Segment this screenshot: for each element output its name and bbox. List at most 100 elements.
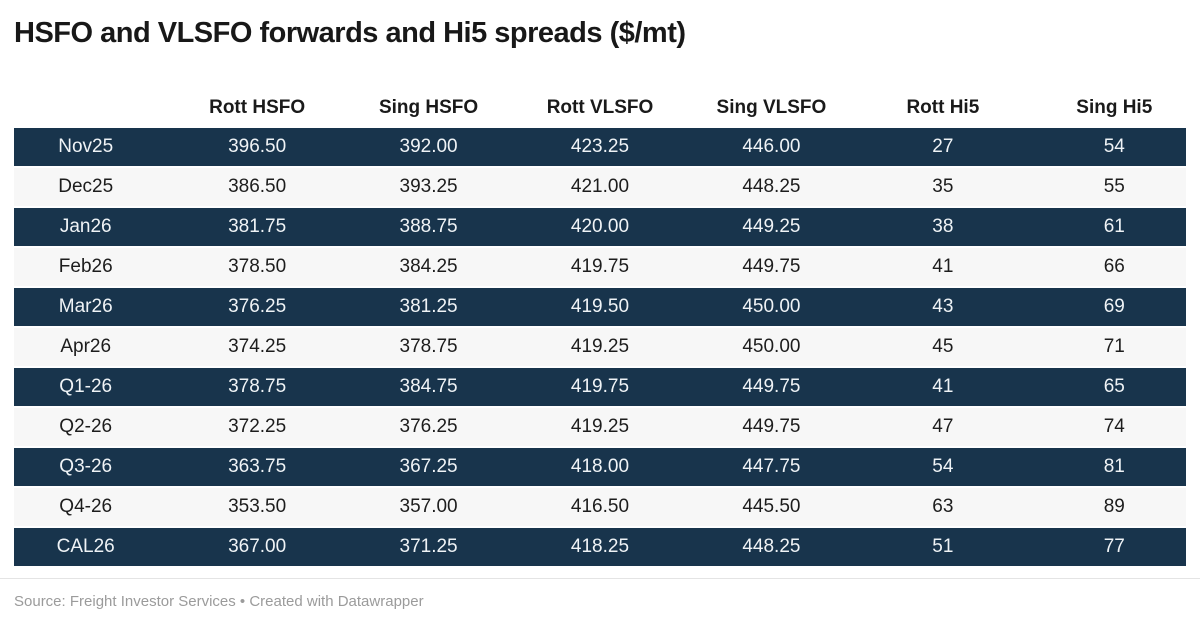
row-label-cell: Apr26: [60, 336, 112, 357]
value-cell: 419.75: [570, 256, 630, 277]
value-cell: 416.50: [570, 496, 630, 517]
table-row: Feb26 378.50 384.25 419.75 449.75 41 66: [14, 248, 1186, 286]
value-cell: 367.00: [228, 536, 287, 557]
table-row-cells: Q1-26 378.75 384.75 419.75 449.75 41 65: [0, 368, 1200, 406]
value-cell: 371.25: [399, 536, 458, 557]
table-row-cells: Nov25 396.50 392.00 423.25 446.00 27 54: [0, 128, 1200, 166]
column-header-rott-hi5: Rott Hi5: [906, 97, 980, 118]
value-cell: 419.50: [570, 296, 630, 317]
value-cell: 65: [1103, 376, 1125, 397]
value-cell: 66: [1103, 256, 1125, 277]
value-cell: 384.25: [399, 256, 458, 277]
table-row-cells: Q2-26 372.25 376.25 419.25 449.75 47 74: [0, 408, 1200, 446]
table-row: Q2-26 372.25 376.25 419.25 449.75 47 74: [14, 408, 1186, 446]
column-header-rott-hsfo: Rott HSFO: [209, 97, 306, 118]
footer-divider: [0, 578, 1200, 579]
value-cell: 35: [932, 176, 954, 197]
table-row: CAL26 367.00 371.25 418.25 448.25 51 77: [14, 528, 1186, 566]
value-cell: 419.25: [570, 336, 630, 357]
value-cell: 74: [1103, 416, 1125, 437]
value-cell: 71: [1103, 336, 1125, 357]
table-row-cells: CAL26 367.00 371.25 418.25 448.25 51 77: [0, 528, 1200, 566]
value-cell: 449.75: [742, 416, 801, 437]
row-label-cell: Q4-26: [59, 496, 113, 517]
value-cell: 47: [932, 416, 954, 437]
table-row: Apr26 374.25 378.75 419.25 450.00 45 71: [14, 328, 1186, 366]
value-cell: 419.75: [570, 376, 630, 397]
table-row: Dec25 386.50 393.25 421.00 448.25 35 55: [14, 168, 1186, 206]
table-header-row: Rott HSFO Sing HSFO Rott VLSFO Sing VLSFO Ro…: [0, 88, 1200, 128]
row-label-cell: Q2-26: [59, 416, 113, 437]
table-row: Nov25 396.50 392.00 423.25 446.00 27 54: [14, 128, 1186, 166]
value-cell: 381.25: [399, 296, 458, 317]
value-cell: 63: [932, 496, 954, 517]
value-cell: 418.00: [570, 456, 630, 477]
value-cell: 450.00: [742, 296, 801, 317]
value-cell: 386.50: [228, 176, 287, 197]
table-row: Jan26 381.75 388.75 420.00 449.25 38 61: [14, 208, 1186, 246]
value-cell: 388.75: [399, 216, 458, 237]
value-cell: 420.00: [570, 216, 630, 237]
table-row: Q4-26 353.50 357.00 416.50 445.50 63 89: [14, 488, 1186, 526]
row-label-cell: Q1-26: [59, 376, 113, 397]
column-header-sing-hi5: Sing Hi5: [1076, 97, 1153, 118]
value-cell: 41: [932, 256, 954, 277]
column-header-sing-vlsfo: Sing VLSFO: [716, 97, 827, 118]
value-cell: 378.50: [228, 256, 287, 277]
value-cell: 61: [1103, 216, 1125, 237]
value-cell: 55: [1103, 176, 1125, 197]
table-row: Q3-26 363.75 367.25 418.00 447.75 54 81: [14, 448, 1186, 486]
value-cell: 423.25: [570, 136, 630, 157]
value-cell: 448.25: [742, 176, 801, 197]
value-cell: 43: [932, 296, 954, 317]
value-cell: 54: [1103, 136, 1125, 157]
value-cell: 378.75: [399, 336, 458, 357]
value-cell: 54: [932, 456, 954, 477]
value-cell: 376.25: [399, 416, 458, 437]
table-row-cells: Feb26 378.50 384.25 419.75 449.75 41 66: [0, 248, 1200, 286]
table-row: Q1-26 378.75 384.75 419.75 449.75 41 65: [14, 368, 1186, 406]
value-cell: 45: [932, 336, 954, 357]
row-label-cell: CAL26: [56, 536, 115, 557]
table-body: Nov25 396.50 392.00 423.25 446.00 27 54 Dec25 38…: [0, 128, 1200, 566]
value-cell: 376.25: [228, 296, 287, 317]
value-cell: 357.00: [399, 496, 458, 517]
value-cell: 421.00: [570, 176, 630, 197]
value-cell: 393.25: [399, 176, 458, 197]
value-cell: 367.25: [399, 456, 458, 477]
table-row-cells: Dec25 386.50 393.25 421.00 448.25 35 55: [0, 168, 1200, 206]
datawrapper-table-embed: HSFO and VLSFO forwards and Hi5 spreads …: [0, 17, 1200, 610]
value-cell: 41: [932, 376, 954, 397]
value-cell: 81: [1103, 456, 1125, 477]
row-label-cell: Jan26: [59, 216, 112, 237]
value-cell: 363.75: [228, 456, 287, 477]
table-row-cells: Apr26 374.25 378.75 419.25 450.00 45 71: [0, 328, 1200, 366]
value-cell: 449.75: [742, 256, 801, 277]
value-cell: 418.25: [570, 536, 630, 557]
value-cell: 51: [932, 536, 954, 557]
row-label-cell: Q3-26: [59, 456, 113, 477]
value-cell: 448.25: [742, 536, 801, 557]
value-cell: 396.50: [228, 136, 287, 157]
value-cell: 77: [1103, 536, 1125, 557]
value-cell: 27: [932, 136, 954, 157]
value-cell: 384.75: [399, 376, 458, 397]
value-cell: 450.00: [742, 336, 801, 357]
value-cell: 445.50: [742, 496, 801, 517]
column-header-rott-vlsfo: Rott VLSFO: [546, 97, 654, 118]
table-row-cells: Q4-26 353.50 357.00 416.50 445.50 63 89: [0, 488, 1200, 526]
value-cell: 38: [932, 216, 954, 237]
value-cell: 449.75: [742, 376, 801, 397]
value-cell: 89: [1103, 496, 1125, 517]
table-row: Mar26 376.25 381.25 419.50 450.00 43 69: [14, 288, 1186, 326]
column-header-sing-hsfo: Sing HSFO: [378, 97, 479, 118]
row-label-cell: Feb26: [58, 256, 113, 277]
row-label-cell: Dec25: [58, 176, 114, 197]
value-cell: 392.00: [399, 136, 458, 157]
value-cell: 372.25: [228, 416, 287, 437]
value-cell: 374.25: [228, 336, 287, 357]
value-cell: 69: [1103, 296, 1125, 317]
row-label-cell: Nov25: [58, 136, 114, 157]
value-cell: 446.00: [742, 136, 801, 157]
value-cell: 353.50: [228, 496, 287, 517]
